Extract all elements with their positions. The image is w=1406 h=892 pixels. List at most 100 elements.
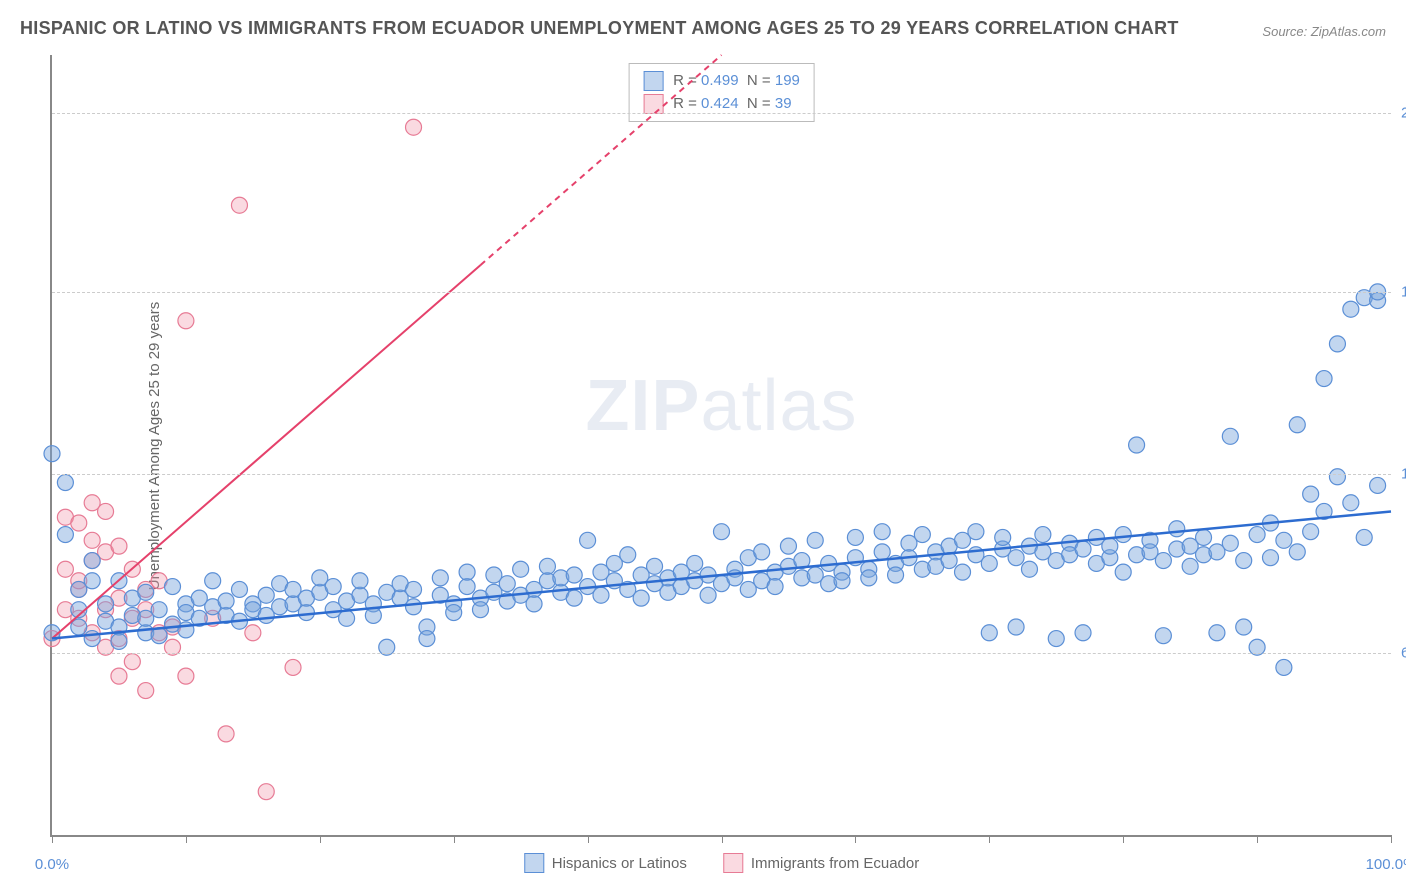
- x-tick: [1123, 835, 1124, 843]
- data-point: [1169, 521, 1185, 537]
- data-point: [1236, 619, 1252, 635]
- data-point: [1303, 486, 1319, 502]
- data-point: [406, 581, 422, 597]
- source-label: Source:: [1262, 24, 1307, 39]
- data-point: [84, 532, 100, 548]
- data-point: [847, 529, 863, 545]
- data-point: [888, 567, 904, 583]
- data-point: [325, 579, 341, 595]
- series-legend: Hispanics or Latinos Immigrants from Ecu…: [524, 853, 919, 873]
- data-point: [647, 558, 663, 574]
- data-point: [365, 607, 381, 623]
- data-point: [981, 555, 997, 571]
- gridline: [52, 113, 1391, 114]
- y-tick-label: 18.8%: [1401, 283, 1406, 300]
- data-point: [245, 625, 261, 641]
- data-point: [218, 726, 234, 742]
- data-point: [1155, 553, 1171, 569]
- x-tick: [52, 835, 53, 843]
- x-tick-label: 100.0%: [1366, 856, 1406, 873]
- data-point: [499, 576, 515, 592]
- data-point: [1316, 371, 1332, 387]
- data-point: [1370, 477, 1386, 493]
- chart-area: ZIPatlas R = 0.499 N = 199 R = 0.424 N =…: [50, 55, 1391, 837]
- y-tick-label: 12.5%: [1401, 465, 1406, 482]
- x-tick-label: 0.0%: [35, 856, 69, 873]
- x-tick: [855, 835, 856, 843]
- data-point: [955, 564, 971, 580]
- y-tick-label: 6.3%: [1401, 645, 1406, 662]
- data-point: [1155, 628, 1171, 644]
- data-point: [231, 197, 247, 213]
- data-point: [780, 538, 796, 554]
- data-point: [513, 561, 529, 577]
- data-point: [1329, 469, 1345, 485]
- data-point: [138, 584, 154, 600]
- data-point: [566, 590, 582, 606]
- data-point: [1008, 619, 1024, 635]
- data-point: [1075, 625, 1091, 641]
- legend-item: Hispanics or Latinos: [524, 853, 687, 873]
- data-point: [1209, 625, 1225, 641]
- data-point: [1035, 527, 1051, 543]
- source-value: ZipAtlas.com: [1311, 24, 1386, 39]
- data-point: [1343, 495, 1359, 511]
- data-point: [406, 599, 422, 615]
- data-point: [1329, 336, 1345, 352]
- data-point: [1303, 524, 1319, 540]
- data-point: [124, 654, 140, 670]
- data-point: [1008, 550, 1024, 566]
- data-point: [861, 570, 877, 586]
- swatch-icon: [524, 853, 544, 873]
- data-point: [874, 524, 890, 540]
- data-point: [111, 538, 127, 554]
- data-point: [633, 590, 649, 606]
- data-point: [352, 573, 368, 589]
- data-point: [419, 631, 435, 647]
- data-point: [84, 573, 100, 589]
- data-point: [446, 605, 462, 621]
- data-point: [339, 610, 355, 626]
- data-point: [1356, 529, 1372, 545]
- data-point: [914, 527, 930, 543]
- data-point: [57, 475, 73, 491]
- data-point: [834, 573, 850, 589]
- data-point: [1289, 417, 1305, 433]
- data-point: [807, 532, 823, 548]
- data-point: [981, 625, 997, 641]
- data-point: [1075, 541, 1091, 557]
- data-point: [165, 579, 181, 595]
- data-point: [1021, 561, 1037, 577]
- gridline: [52, 474, 1391, 475]
- data-point: [1289, 544, 1305, 560]
- data-point: [57, 561, 73, 577]
- data-point: [298, 605, 314, 621]
- swatch-icon: [723, 853, 743, 873]
- legend-item: Immigrants from Ecuador: [723, 853, 919, 873]
- data-point: [580, 532, 596, 548]
- legend-label: Immigrants from Ecuador: [751, 855, 919, 872]
- data-point: [71, 515, 87, 531]
- data-point: [1222, 535, 1238, 551]
- data-point: [700, 587, 716, 603]
- data-point: [218, 593, 234, 609]
- x-tick: [186, 835, 187, 843]
- data-point: [151, 602, 167, 618]
- data-point: [874, 544, 890, 560]
- data-point: [472, 602, 488, 618]
- data-point: [1129, 437, 1145, 453]
- x-tick: [1391, 835, 1392, 843]
- data-point: [178, 668, 194, 684]
- data-point: [98, 503, 114, 519]
- data-point: [258, 784, 274, 800]
- trendline-dashed: [480, 55, 721, 265]
- x-tick: [454, 835, 455, 843]
- data-point: [767, 579, 783, 595]
- data-point: [1262, 550, 1278, 566]
- scatter-plot: [52, 55, 1391, 835]
- data-point: [84, 553, 100, 569]
- data-point: [1343, 301, 1359, 317]
- data-point: [1196, 529, 1212, 545]
- data-point: [231, 581, 247, 597]
- data-point: [406, 119, 422, 135]
